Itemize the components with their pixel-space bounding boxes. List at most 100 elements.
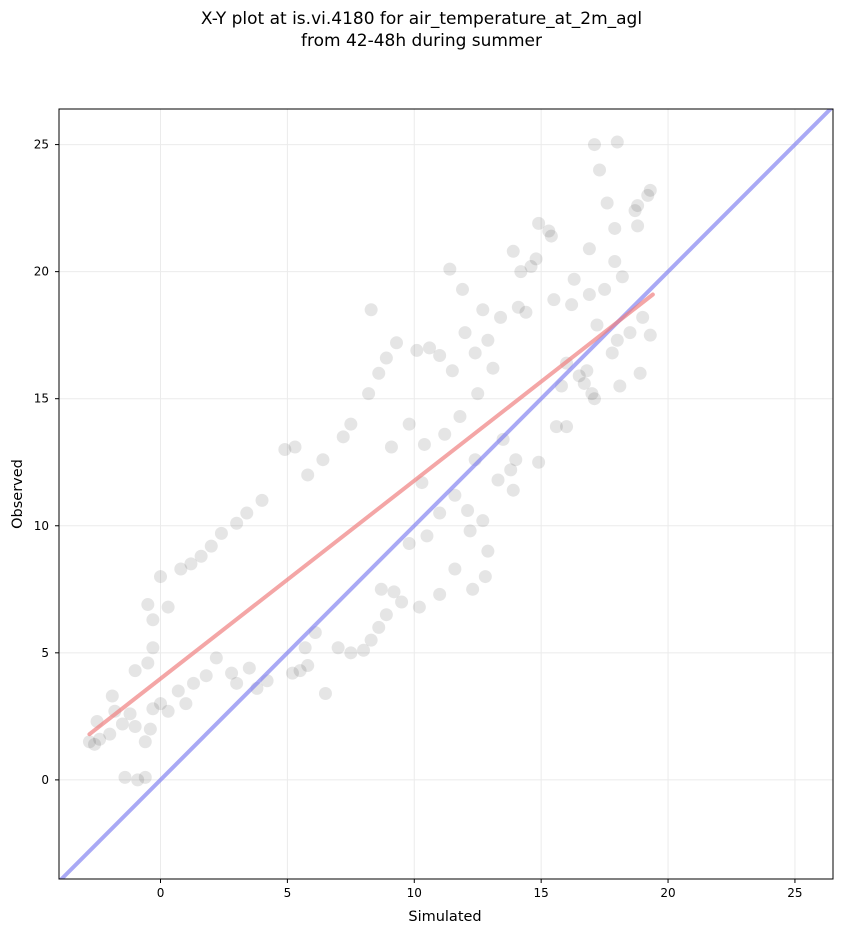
scatter-point: [301, 468, 315, 482]
scatter-point: [138, 770, 152, 784]
scatter-point: [590, 318, 604, 332]
scatter-point: [390, 336, 404, 350]
scatter-point: [608, 254, 622, 268]
scatter-point: [463, 524, 477, 538]
scatter-point: [336, 430, 350, 444]
scatter-point: [567, 272, 581, 286]
scatter-point: [209, 651, 223, 665]
scatter-point: [318, 686, 332, 700]
scatter-point: [372, 620, 386, 634]
scatter-point: [478, 570, 492, 584]
x-tick-label: 10: [407, 886, 422, 900]
scatter-point: [448, 562, 462, 576]
scatter-point: [445, 364, 459, 378]
scatter-point: [161, 704, 175, 718]
scatter-point: [293, 664, 307, 678]
scatter-point: [641, 188, 655, 202]
scatter-point: [529, 252, 543, 266]
scatter-point: [605, 346, 619, 360]
scatter-point: [230, 516, 244, 530]
scatter-point: [506, 483, 520, 497]
scatter-point: [565, 298, 579, 312]
scatter-point: [598, 282, 612, 296]
scatter-point: [199, 669, 213, 683]
scatter-point: [255, 493, 269, 507]
scatter-point: [587, 392, 601, 406]
scatter-point: [161, 600, 175, 614]
scatter-point: [491, 473, 505, 487]
scatter-point: [362, 387, 376, 401]
scatter-point: [82, 735, 96, 749]
scatter-point: [194, 549, 208, 563]
scatter-point: [580, 364, 594, 378]
scatter-point: [615, 270, 629, 284]
scatter-point: [123, 707, 137, 721]
scatter-point: [298, 641, 312, 655]
scatter-point: [171, 684, 185, 698]
scatter-point: [357, 643, 371, 657]
y-tick-label: 25: [34, 138, 49, 152]
scatter-point: [633, 366, 647, 380]
scatter-point: [593, 163, 607, 177]
scatter-point: [504, 463, 518, 477]
y-axis: 0 5 10 15 20 25: [34, 138, 59, 787]
scatter-point: [141, 656, 155, 670]
scatter-point: [610, 333, 624, 347]
scatter-point: [519, 305, 533, 319]
scatter-point: [448, 488, 462, 502]
scatter-point: [379, 351, 393, 365]
scatter-point: [443, 262, 457, 276]
scatter-point: [631, 219, 645, 233]
scatter-point: [230, 676, 244, 690]
scatter-point: [466, 582, 480, 596]
scatter-point: [316, 453, 330, 467]
chart-title: X-Y plot at is.vi.4180 for air_temperatu…: [0, 8, 843, 52]
scatter-point: [344, 646, 358, 660]
scatter-point: [118, 770, 132, 784]
scatter-point: [143, 722, 157, 736]
scatter-point: [544, 229, 558, 243]
scatter-point: [93, 732, 107, 746]
chart-title-line-1: X-Y plot at is.vi.4180 for air_temperatu…: [200, 9, 643, 29]
scatter-point: [643, 183, 657, 197]
scatter-point: [433, 587, 447, 601]
scatter-point: [572, 369, 586, 383]
scatter-point: [395, 595, 409, 609]
scatter-point: [471, 387, 485, 401]
scatter-point: [204, 539, 218, 553]
chart-title-line-2: from 42-48h during summer: [301, 31, 542, 51]
scatter-point: [115, 717, 129, 731]
scatter-point: [103, 727, 117, 741]
scatter-point: [481, 333, 495, 347]
y-tick-label: 20: [34, 265, 49, 279]
scatter-point: [643, 328, 657, 342]
scatter-point: [582, 288, 596, 302]
scatter-point: [214, 526, 228, 540]
scatter-point: [387, 585, 401, 599]
scatter-point: [532, 216, 546, 230]
scatter-point: [433, 506, 447, 520]
scatter-point: [242, 661, 256, 675]
scatter-point: [331, 641, 345, 655]
scatter-point: [225, 666, 239, 680]
x-tick-label: 5: [284, 886, 292, 900]
scatter-point: [285, 666, 299, 680]
scatter-point: [549, 420, 563, 434]
scatter-point: [511, 300, 525, 314]
scatter-point: [532, 455, 546, 469]
scatter-point: [141, 598, 155, 612]
identity-line: [59, 109, 833, 879]
x-tick-label: 20: [660, 886, 675, 900]
scatter-point: [628, 204, 642, 218]
scatter-point: [608, 221, 622, 235]
plot-frame: [58, 108, 834, 880]
scatter-point: [128, 720, 142, 734]
scatter-point: [344, 417, 358, 431]
reference-lines: [59, 109, 833, 879]
scatter-point: [600, 196, 614, 210]
scatter-point: [154, 570, 168, 584]
scatter-point: [412, 600, 426, 614]
scatter-point: [458, 326, 472, 340]
scatter-point: [481, 544, 495, 558]
scatter-point: [379, 608, 393, 622]
